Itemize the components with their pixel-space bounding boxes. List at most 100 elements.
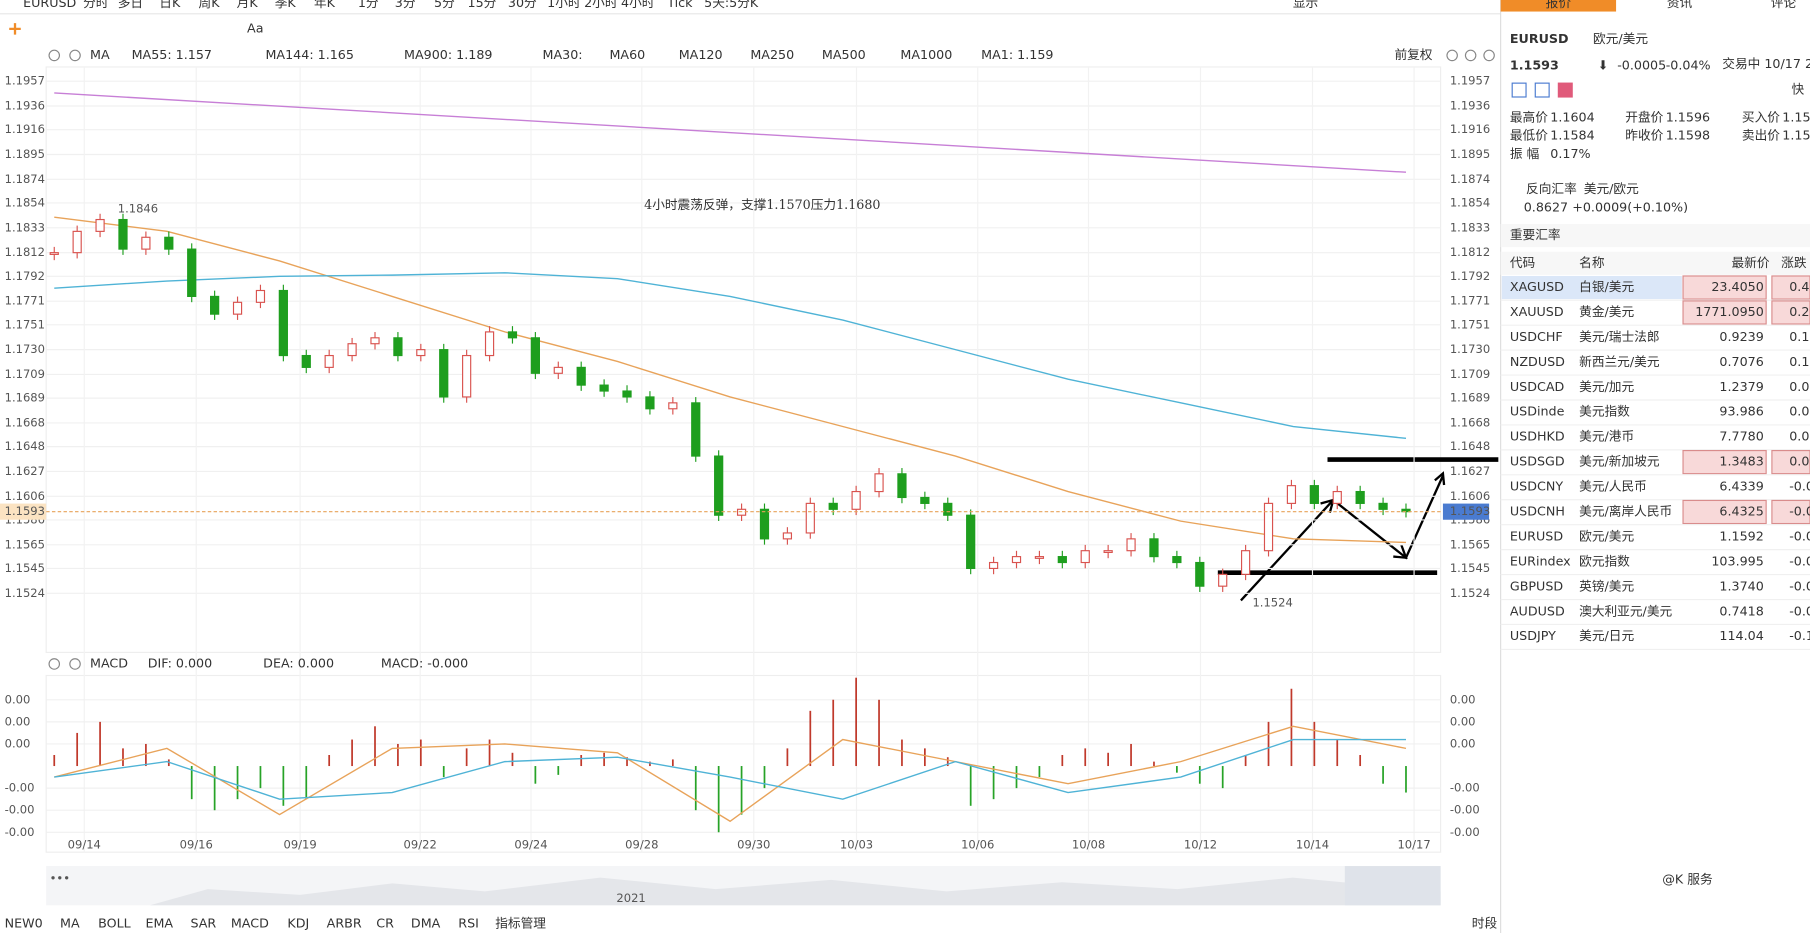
legend-item: MA30: — [543, 47, 583, 62]
adjust-button[interactable]: 前复权 — [1394, 47, 1432, 62]
timeframe-tab[interactable]: 周K — [199, 0, 221, 10]
row-name[interactable]: 白银/美元 — [1579, 279, 1634, 294]
reverse-pair[interactable]: 美元/欧元 — [1584, 181, 1639, 196]
doc-icon[interactable] — [1534, 82, 1550, 98]
row-code[interactable]: AUDUSD — [1510, 603, 1565, 618]
indicator-tab[interactable]: ARBR — [327, 915, 362, 930]
timeframe-tab[interactable]: 5天:5分K — [704, 0, 759, 10]
side-tab[interactable]: 评论 — [1771, 0, 1797, 10]
help-icon[interactable] — [1446, 49, 1458, 62]
candle — [324, 354, 334, 368]
indicator-tab[interactable]: MA — [60, 915, 80, 930]
timeframe-tab[interactable]: 1分 — [358, 0, 379, 10]
row-name[interactable]: 美元/新加坡元 — [1579, 454, 1660, 469]
cell-highlight — [1771, 300, 1810, 325]
row-code[interactable]: XAUUSD — [1510, 304, 1564, 319]
settings-icon[interactable] — [48, 658, 61, 670]
timeframe-tab[interactable]: 日K — [159, 0, 181, 10]
indicator-tab[interactable]: RSI — [458, 915, 479, 930]
row-code[interactable]: USDJPY — [1510, 628, 1556, 643]
display-button[interactable]: 显示 — [1293, 0, 1318, 10]
session-tab[interactable]: 时段 — [1472, 915, 1498, 930]
timeframe-tab[interactable]: 2小时 — [584, 0, 618, 10]
row-name[interactable]: 英镑/美元 — [1579, 578, 1634, 593]
row-code[interactable]: USDSGD — [1510, 454, 1565, 469]
y-tick-label: 1.1668 — [1450, 415, 1490, 429]
row-price: 23.4050 — [1711, 279, 1763, 294]
row-code[interactable]: EURindex — [1510, 553, 1571, 568]
timeframe-tab[interactable]: 30分 — [508, 0, 537, 10]
row-name[interactable]: 美元/人民币 — [1579, 479, 1647, 494]
timeframe-tab[interactable]: 月K — [237, 0, 259, 10]
row-price: 93.986 — [1719, 404, 1763, 419]
close-icon[interactable] — [69, 49, 81, 62]
side-tab[interactable]: 资讯 — [1667, 0, 1693, 10]
indicator-tab[interactable]: BOLL — [98, 915, 131, 930]
row-name[interactable]: 美元/加元 — [1579, 379, 1634, 394]
row-name[interactable]: 新西兰元/美元 — [1579, 354, 1660, 369]
timeframe-tab[interactable]: Tick — [666, 0, 693, 10]
candle — [1103, 550, 1113, 554]
row-name[interactable]: 美元/日元 — [1579, 628, 1634, 643]
watermark: @K 服务 — [1662, 871, 1713, 886]
row-code[interactable]: USDCAD — [1510, 379, 1565, 394]
row-name[interactable]: 欧元/美元 — [1579, 528, 1634, 543]
timeframe-tab[interactable]: 3分 — [395, 0, 416, 10]
row-price: 1.2379 — [1719, 379, 1763, 394]
indicator-tab[interactable]: EMA — [145, 915, 173, 930]
close-icon[interactable] — [69, 658, 81, 670]
row-code[interactable]: GBPUSD — [1510, 578, 1564, 593]
row-code[interactable]: USDCNH — [1510, 503, 1565, 518]
row-name[interactable]: 美元/港币 — [1579, 429, 1634, 444]
side-tab[interactable]: 报价 — [1546, 0, 1572, 10]
zoom-in[interactable] — [1483, 49, 1495, 62]
candle — [599, 384, 609, 392]
indicator-tab[interactable]: DMA — [411, 915, 441, 930]
timeframe-tab[interactable]: EURUSD — [23, 0, 76, 10]
legend-item: MA55: 1.157 — [132, 47, 212, 62]
row-name[interactable]: 黄金/美元 — [1579, 304, 1634, 319]
indicator-tab[interactable]: MACD — [231, 915, 269, 930]
globe-icon[interactable] — [1511, 82, 1527, 98]
row-code[interactable]: EURUSD — [1510, 528, 1563, 543]
row-name[interactable]: 澳大利亚元/美元 — [1579, 603, 1672, 618]
crosshair-tool[interactable] — [9, 23, 21, 35]
timeframe-tab[interactable]: 5分 — [434, 0, 455, 10]
fav-icon[interactable] — [1557, 82, 1573, 98]
row-code[interactable]: NZDUSD — [1510, 354, 1565, 369]
timeframe-tab[interactable]: 多日 — [118, 0, 143, 10]
macd-frame — [45, 674, 1442, 853]
timeframe-tab[interactable]: 季K — [275, 0, 297, 10]
candle — [691, 402, 701, 457]
candle — [370, 337, 380, 345]
quick-button[interactable]: 快 — [1792, 82, 1805, 97]
indicator-tab[interactable]: CR — [376, 915, 394, 930]
candle — [484, 331, 495, 357]
settings-icon[interactable] — [48, 49, 61, 62]
timeframe-tab[interactable]: 年K — [314, 0, 336, 10]
timeframe-tab[interactable]: 分时 — [83, 0, 109, 10]
navigator-dots[interactable]: ••• — [50, 871, 70, 885]
row-change: -0.1 — [1789, 628, 1810, 643]
row-code[interactable]: USDCHF — [1510, 329, 1563, 344]
row-name[interactable]: 美元/瑞士法郎 — [1579, 329, 1659, 344]
timeframe-tab[interactable]: 15分 — [468, 0, 497, 10]
y-tick-label: 0.00 — [1450, 736, 1476, 750]
row-name[interactable]: 美元/离岸人民币 — [1579, 503, 1672, 518]
indicator-tab[interactable]: NEW0 — [5, 915, 43, 930]
zoom-out[interactable] — [1464, 49, 1477, 62]
row-name[interactable]: 美元指数 — [1579, 404, 1630, 419]
timeframe-tab[interactable]: 4小时 — [621, 0, 655, 10]
font-button[interactable]: Aa — [247, 20, 263, 35]
indicator-tab[interactable]: SAR — [190, 915, 216, 930]
row-code[interactable]: XAGUSD — [1510, 279, 1564, 294]
y-tick-label: 1.1730 — [5, 342, 45, 356]
row-name[interactable]: 欧元指数 — [1579, 553, 1630, 568]
indicator-tab[interactable]: KDJ — [287, 915, 309, 930]
timeframe-tab[interactable]: 1小时 — [547, 0, 581, 10]
row-code[interactable]: USDinde — [1510, 404, 1565, 419]
row-code[interactable]: USDHKD — [1510, 429, 1565, 444]
indicator-tab[interactable]: 指标管理 — [495, 915, 546, 930]
row-code[interactable]: USDCNY — [1510, 479, 1563, 494]
